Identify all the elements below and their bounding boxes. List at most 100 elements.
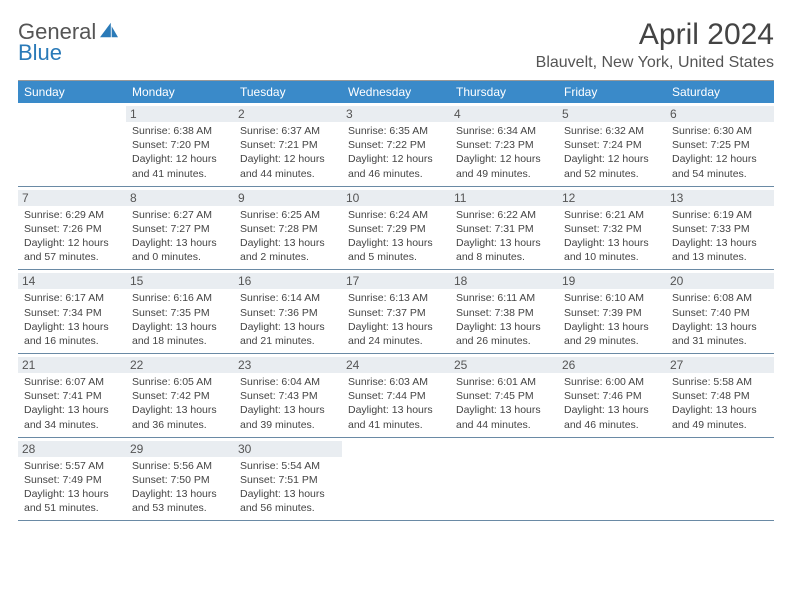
day-cell: 13 Sunrise: 6:19 AMSunset: 7:33 PMDayligh… bbox=[666, 187, 774, 270]
day-info: Sunrise: 6:30 AMSunset: 7:25 PMDaylight:… bbox=[672, 124, 768, 181]
day-number: 17 bbox=[342, 273, 450, 289]
day-number: 12 bbox=[558, 190, 666, 206]
day-info: Sunrise: 6:08 AMSunset: 7:40 PMDaylight:… bbox=[672, 291, 768, 348]
day-info: Sunrise: 6:14 AMSunset: 7:36 PMDaylight:… bbox=[240, 291, 336, 348]
day-number: 23 bbox=[234, 357, 342, 373]
day-cell bbox=[342, 438, 450, 521]
day-cell: 29Sunrise: 5:56 AMSunset: 7:50 PMDayligh… bbox=[126, 438, 234, 521]
day-cell: 26 Sunrise: 6:00 AMSunset: 7:46 PMDayligh… bbox=[558, 354, 666, 437]
day-cell: 5 Sunrise: 6:32 AMSunset: 7:24 PMDaylight… bbox=[558, 103, 666, 186]
day-number: 7 bbox=[18, 190, 126, 206]
day-number: 4 bbox=[450, 106, 558, 122]
day-number: 19 bbox=[558, 273, 666, 289]
day-header-row: SundayMondayTuesdayWednesdayThursdayFrid… bbox=[18, 81, 774, 103]
day-number: 6 bbox=[666, 106, 774, 122]
day-cell: 23 Sunrise: 6:04 AMSunset: 7:43 PMDayligh… bbox=[234, 354, 342, 437]
day-cell: 4 Sunrise: 6:34 AMSunset: 7:23 PMDaylight… bbox=[450, 103, 558, 186]
day-cell bbox=[450, 438, 558, 521]
day-number: 15 bbox=[126, 273, 234, 289]
week-row: 7 Sunrise: 6:29 AMSunset: 7:26 PMDaylight… bbox=[18, 187, 774, 271]
day-cell: 27 Sunrise: 5:58 AMSunset: 7:48 PMDayligh… bbox=[666, 354, 774, 437]
day-number: 10 bbox=[342, 190, 450, 206]
day-number: 2 bbox=[234, 106, 342, 122]
day-cell: 16Sunrise: 6:14 AMSunset: 7:36 PMDayligh… bbox=[234, 270, 342, 353]
day-cell: 30 Sunrise: 5:54 AMSunset: 7:51 PMDayligh… bbox=[234, 438, 342, 521]
day-cell: 12Sunrise: 6:21 AMSunset: 7:32 PMDayligh… bbox=[558, 187, 666, 270]
day-number: 5 bbox=[558, 106, 666, 122]
day-info: Sunrise: 6:03 AMSunset: 7:44 PMDaylight:… bbox=[348, 375, 444, 432]
day-info: Sunrise: 6:16 AMSunset: 7:35 PMDaylight:… bbox=[132, 291, 228, 348]
day-cell bbox=[18, 103, 126, 186]
day-header: Thursday bbox=[450, 81, 558, 103]
day-info: Sunrise: 6:32 AMSunset: 7:24 PMDaylight:… bbox=[564, 124, 660, 181]
day-number: 13 bbox=[666, 190, 774, 206]
day-number: 21 bbox=[18, 357, 126, 373]
day-cell: 18 Sunrise: 6:11 AMSunset: 7:38 PMDayligh… bbox=[450, 270, 558, 353]
day-cell: 28 Sunrise: 5:57 AMSunset: 7:49 PMDayligh… bbox=[18, 438, 126, 521]
day-header: Saturday bbox=[666, 81, 774, 103]
day-cell: 15 Sunrise: 6:16 AMSunset: 7:35 PMDayligh… bbox=[126, 270, 234, 353]
day-number: 11 bbox=[450, 190, 558, 206]
day-info: Sunrise: 5:57 AMSunset: 7:49 PMDaylight:… bbox=[24, 459, 120, 516]
day-info: Sunrise: 5:58 AMSunset: 7:48 PMDaylight:… bbox=[672, 375, 768, 432]
day-info: Sunrise: 6:05 AMSunset: 7:42 PMDaylight:… bbox=[132, 375, 228, 432]
day-number: 18 bbox=[450, 273, 558, 289]
location: Blauvelt, New York, United States bbox=[536, 54, 774, 72]
day-cell: 2 Sunrise: 6:37 AMSunset: 7:21 PMDaylight… bbox=[234, 103, 342, 186]
week-row: 1Sunrise: 6:38 AMSunset: 7:20 PMDaylight… bbox=[18, 103, 774, 187]
day-number: 14 bbox=[18, 273, 126, 289]
day-info: Sunrise: 6:35 AMSunset: 7:22 PMDaylight:… bbox=[348, 124, 444, 181]
day-info: Sunrise: 6:29 AMSunset: 7:26 PMDaylight:… bbox=[24, 208, 120, 265]
day-cell: 3 Sunrise: 6:35 AMSunset: 7:22 PMDaylight… bbox=[342, 103, 450, 186]
day-number: 27 bbox=[666, 357, 774, 373]
day-number: 9 bbox=[234, 190, 342, 206]
title-block: April 2024 Blauvelt, New York, United St… bbox=[536, 18, 774, 72]
day-cell bbox=[558, 438, 666, 521]
weeks-container: 1Sunrise: 6:38 AMSunset: 7:20 PMDaylight… bbox=[18, 103, 774, 521]
day-number: 26 bbox=[558, 357, 666, 373]
day-number: 28 bbox=[18, 441, 126, 457]
month-title: April 2024 bbox=[536, 18, 774, 52]
day-header: Sunday bbox=[18, 81, 126, 103]
day-cell: 7 Sunrise: 6:29 AMSunset: 7:26 PMDaylight… bbox=[18, 187, 126, 270]
day-info: Sunrise: 5:54 AMSunset: 7:51 PMDaylight:… bbox=[240, 459, 336, 516]
day-cell: 22 Sunrise: 6:05 AMSunset: 7:42 PMDayligh… bbox=[126, 354, 234, 437]
day-number: 8 bbox=[126, 190, 234, 206]
logo-sail-icon bbox=[98, 21, 120, 39]
day-number: 25 bbox=[450, 357, 558, 373]
day-cell: 8Sunrise: 6:27 AMSunset: 7:27 PMDaylight… bbox=[126, 187, 234, 270]
day-info: Sunrise: 6:13 AMSunset: 7:37 PMDaylight:… bbox=[348, 291, 444, 348]
day-cell: 10 Sunrise: 6:24 AMSunset: 7:29 PMDayligh… bbox=[342, 187, 450, 270]
day-header: Tuesday bbox=[234, 81, 342, 103]
day-cell: 20Sunrise: 6:08 AMSunset: 7:40 PMDayligh… bbox=[666, 270, 774, 353]
day-info: Sunrise: 6:34 AMSunset: 7:23 PMDaylight:… bbox=[456, 124, 552, 181]
day-cell: 14Sunrise: 6:17 AMSunset: 7:34 PMDayligh… bbox=[18, 270, 126, 353]
day-info: Sunrise: 6:19 AMSunset: 7:33 PMDaylight:… bbox=[672, 208, 768, 265]
day-info: Sunrise: 6:25 AMSunset: 7:28 PMDaylight:… bbox=[240, 208, 336, 265]
logo-word-2: Blue bbox=[18, 40, 62, 65]
day-cell: 1Sunrise: 6:38 AMSunset: 7:20 PMDaylight… bbox=[126, 103, 234, 186]
logo: General Blue bbox=[18, 22, 120, 64]
day-info: Sunrise: 6:11 AMSunset: 7:38 PMDaylight:… bbox=[456, 291, 552, 348]
day-info: Sunrise: 6:01 AMSunset: 7:45 PMDaylight:… bbox=[456, 375, 552, 432]
day-info: Sunrise: 6:04 AMSunset: 7:43 PMDaylight:… bbox=[240, 375, 336, 432]
day-info: Sunrise: 6:00 AMSunset: 7:46 PMDaylight:… bbox=[564, 375, 660, 432]
day-info: Sunrise: 6:24 AMSunset: 7:29 PMDaylight:… bbox=[348, 208, 444, 265]
day-header: Monday bbox=[126, 81, 234, 103]
day-number: 24 bbox=[342, 357, 450, 373]
header: General Blue April 2024 Blauvelt, New Yo… bbox=[18, 18, 774, 72]
day-header: Friday bbox=[558, 81, 666, 103]
day-info: Sunrise: 6:37 AMSunset: 7:21 PMDaylight:… bbox=[240, 124, 336, 181]
week-row: 14Sunrise: 6:17 AMSunset: 7:34 PMDayligh… bbox=[18, 270, 774, 354]
day-number: 30 bbox=[234, 441, 342, 457]
page: General Blue April 2024 Blauvelt, New Yo… bbox=[0, 0, 792, 521]
logo-text: General Blue bbox=[18, 22, 120, 64]
day-number: 22 bbox=[126, 357, 234, 373]
week-row: 21Sunrise: 6:07 AMSunset: 7:41 PMDayligh… bbox=[18, 354, 774, 438]
week-row: 28 Sunrise: 5:57 AMSunset: 7:49 PMDayligh… bbox=[18, 438, 774, 522]
day-cell: 17 Sunrise: 6:13 AMSunset: 7:37 PMDayligh… bbox=[342, 270, 450, 353]
day-cell: 25 Sunrise: 6:01 AMSunset: 7:45 PMDayligh… bbox=[450, 354, 558, 437]
day-number: 3 bbox=[342, 106, 450, 122]
day-header: Wednesday bbox=[342, 81, 450, 103]
day-cell: 24 Sunrise: 6:03 AMSunset: 7:44 PMDayligh… bbox=[342, 354, 450, 437]
